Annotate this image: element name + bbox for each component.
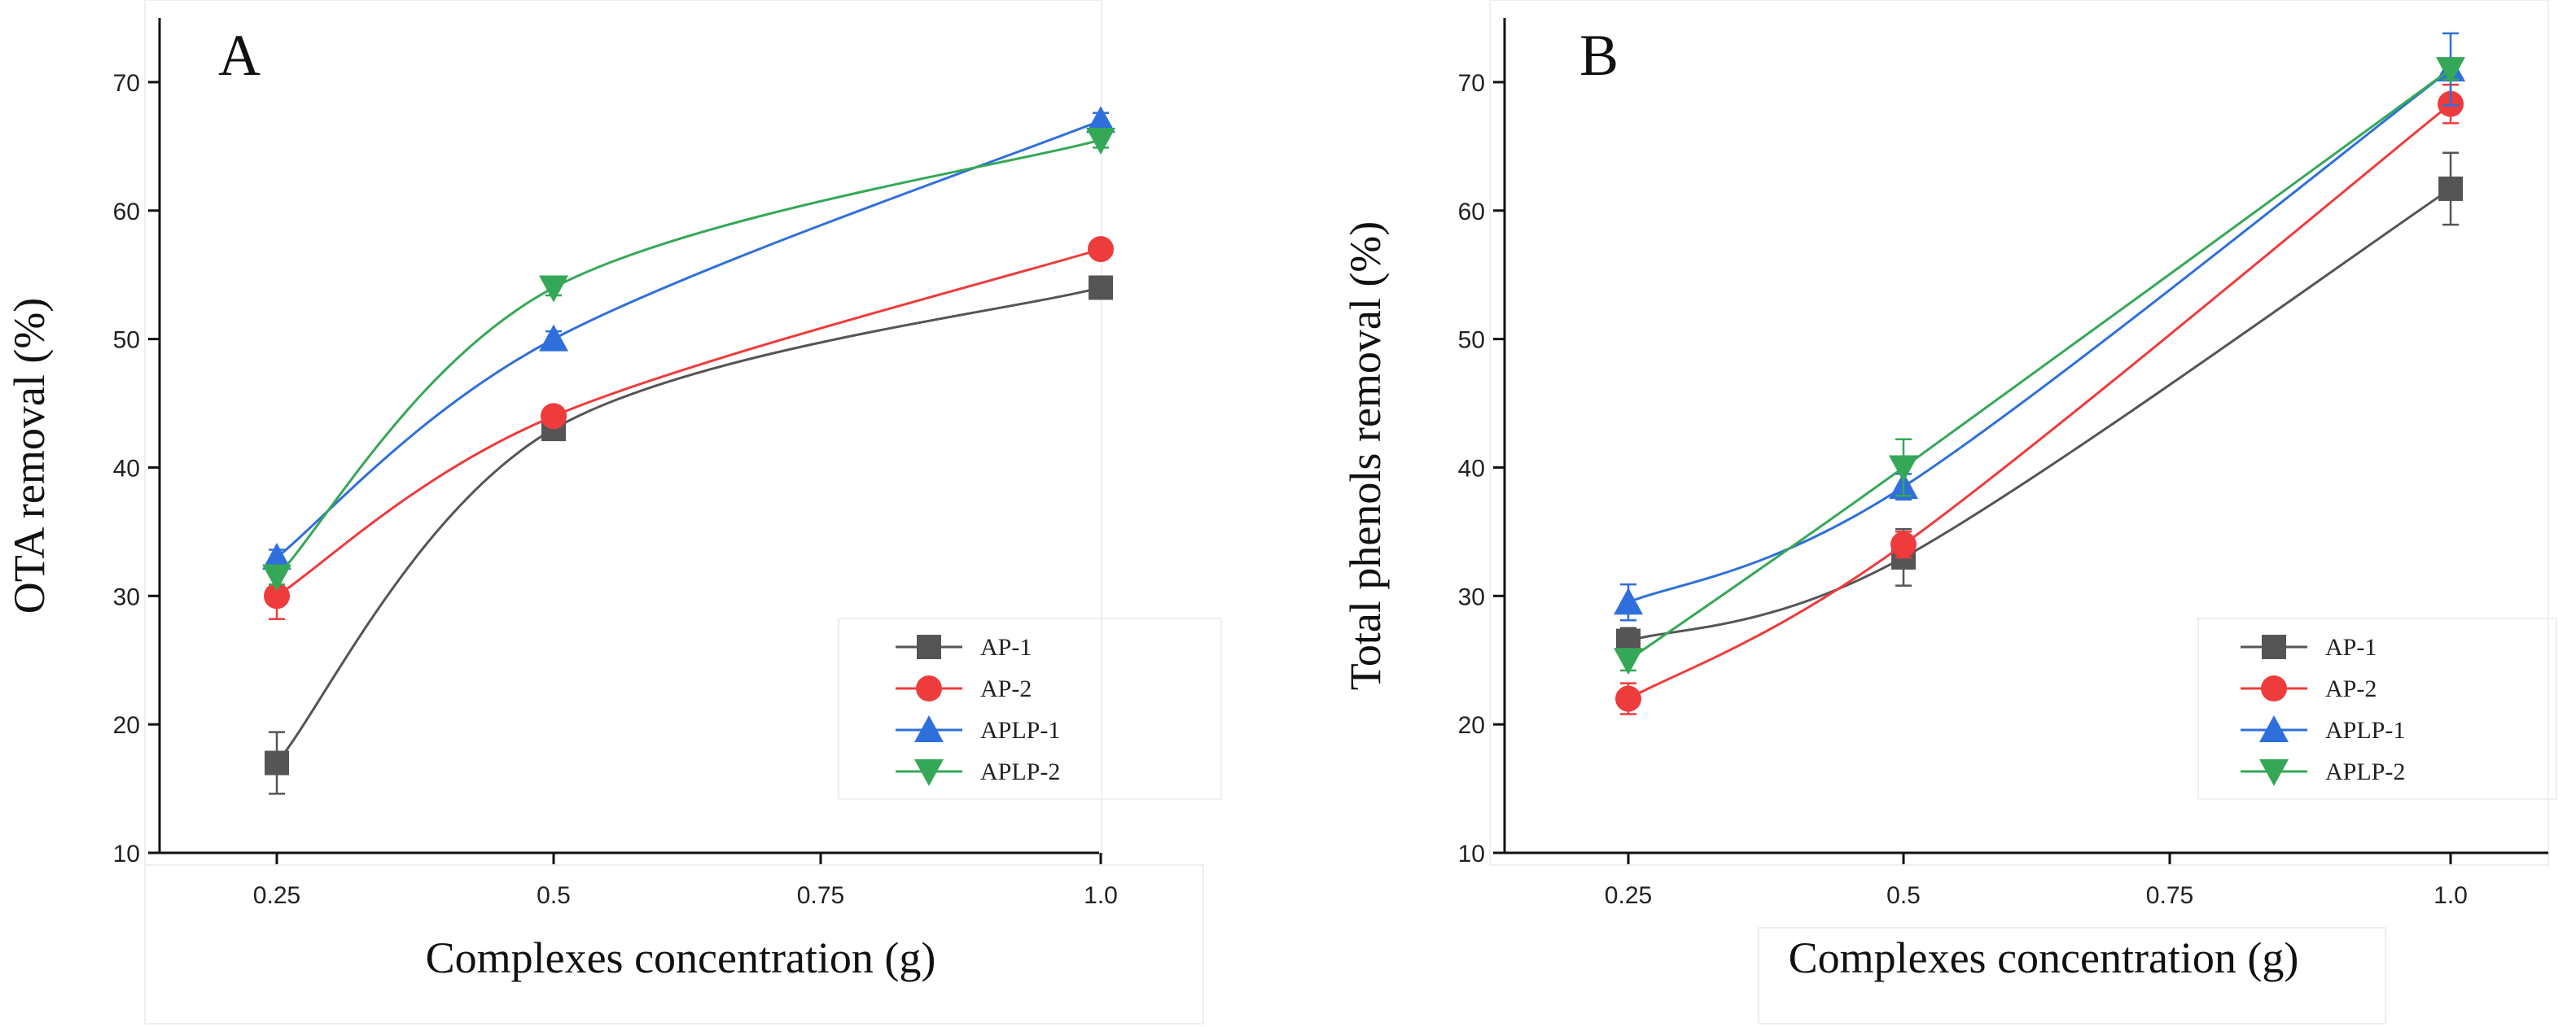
panel-label: B	[1579, 23, 1619, 88]
legend-marker	[916, 675, 942, 701]
series-aplp-2	[262, 127, 1115, 592]
y-tick-label: 30	[1458, 583, 1485, 610]
y-tick-label: 10	[113, 841, 140, 867]
y-tick-label: 70	[1458, 70, 1485, 97]
data-point	[541, 403, 567, 430]
legend-item-ap-2: AP-2	[896, 675, 1032, 702]
series-aplp-1	[1614, 32, 2465, 622]
panel-frame-2	[1758, 927, 2386, 1025]
data-point	[264, 583, 290, 610]
y-axis-title: Total phenols removal (%)	[1341, 221, 1390, 691]
legend-marker	[2262, 635, 2286, 659]
data-point	[1614, 588, 1643, 615]
legend-label: APLP-2	[2325, 758, 2405, 785]
series-ap-1	[265, 275, 1113, 795]
legend-label: AP-1	[2325, 634, 2377, 661]
data-point	[2438, 176, 2463, 201]
legend-item-ap-2: AP-2	[2241, 675, 2377, 702]
y-tick-label: 40	[1458, 455, 1485, 482]
series-ap-1	[1616, 151, 2463, 655]
legend-item-ap-1: AP-1	[2241, 634, 2377, 661]
data-point	[262, 564, 291, 592]
data-point	[1889, 455, 1918, 483]
legend-label: AP-2	[980, 675, 1032, 702]
panel-frame-0	[144, 0, 1102, 866]
y-tick-label: 20	[113, 712, 140, 739]
y-tick-label: 70	[113, 70, 140, 97]
panel-frame-1	[838, 618, 1222, 800]
data-point	[265, 750, 289, 776]
series-line	[275, 286, 1102, 764]
legend-label: APLP-1	[2325, 717, 2405, 744]
y-tick-label: 50	[113, 327, 140, 354]
data-point	[1890, 531, 1917, 558]
data-point	[1614, 648, 1643, 675]
x-tick-label: 0.5	[1886, 882, 1921, 909]
legend-label: APLP-1	[980, 717, 1060, 744]
legend-item-aplp-2: APLP-2	[2241, 758, 2405, 786]
chart-panel-b: 10 20 30 40 50 60 70 0.25 0.5 0.75 1.0 Complexes co…	[1341, 0, 2557, 1025]
legend-marker	[2259, 759, 2289, 786]
legend-marker	[914, 715, 944, 742]
panel-frame-1	[2197, 618, 2557, 800]
legend-item-ap-1: AP-1	[896, 634, 1032, 661]
legend-item-aplp-1: APLP-1	[2241, 715, 2405, 744]
legend-label: AP-2	[2325, 675, 2377, 702]
panel-frame-0	[1489, 0, 2549, 866]
data-point	[1086, 127, 1115, 155]
legend-item-aplp-2: APLP-2	[896, 758, 1060, 786]
data-point	[1089, 275, 1113, 300]
y-tick-label: 60	[113, 199, 140, 225]
series-aplp-1	[262, 106, 1115, 570]
y-tick-label: 10	[1458, 841, 1485, 867]
series-aplp-2	[1614, 57, 2465, 675]
x-tick-label: 1.0	[2434, 882, 2468, 909]
x-axis-title: Complexes concentration (g)	[426, 933, 936, 982]
y-tick-label: 40	[113, 455, 140, 482]
data-point	[1086, 106, 1115, 133]
legend-marker	[2259, 715, 2289, 742]
data-point	[262, 542, 291, 570]
series-ap-2	[264, 236, 1114, 620]
x-tick-label: 0.25	[253, 882, 300, 909]
y-axis-title: OTA removal (%)	[5, 298, 54, 614]
series-line	[1628, 68, 2451, 604]
legend-item-aplp-1: APLP-1	[896, 715, 1060, 744]
x-axis-title: Complexes concentration (g)	[1789, 933, 2299, 982]
y-tick-label: 50	[1458, 327, 1485, 354]
legend-marker	[917, 635, 941, 659]
data-point	[539, 275, 568, 303]
x-tick-label: 0.75	[2146, 882, 2193, 909]
x-tick-label: 1.0	[1084, 882, 1118, 909]
series-line	[275, 138, 1102, 578]
data-point	[2436, 57, 2465, 85]
series-line	[1628, 187, 2451, 642]
legend-marker	[2261, 675, 2287, 701]
data-point	[539, 324, 568, 352]
panel-label: A	[218, 23, 261, 88]
series-line	[276, 119, 1102, 559]
data-point	[1615, 685, 1641, 712]
x-tick-label: 0.5	[537, 882, 571, 909]
chart-panel-a: 10 20 30 40 50 60 70 0.25 0.5 0.75 1.0 Complexes co…	[5, 0, 1222, 1025]
x-tick-label: 0.25	[1605, 882, 1652, 909]
x-tick-label: 0.75	[797, 882, 844, 909]
y-tick-label: 20	[1458, 712, 1485, 739]
series-line	[1628, 103, 2451, 700]
y-tick-label: 30	[113, 583, 140, 610]
legend-label: AP-1	[980, 634, 1032, 661]
series-line	[1628, 68, 2451, 662]
y-tick-label: 60	[1458, 199, 1485, 225]
series-line	[276, 247, 1102, 597]
data-point	[1088, 236, 1114, 263]
panel-frame-2	[144, 864, 1204, 1025]
legend-marker	[914, 759, 944, 786]
legend-label: APLP-2	[980, 758, 1060, 785]
